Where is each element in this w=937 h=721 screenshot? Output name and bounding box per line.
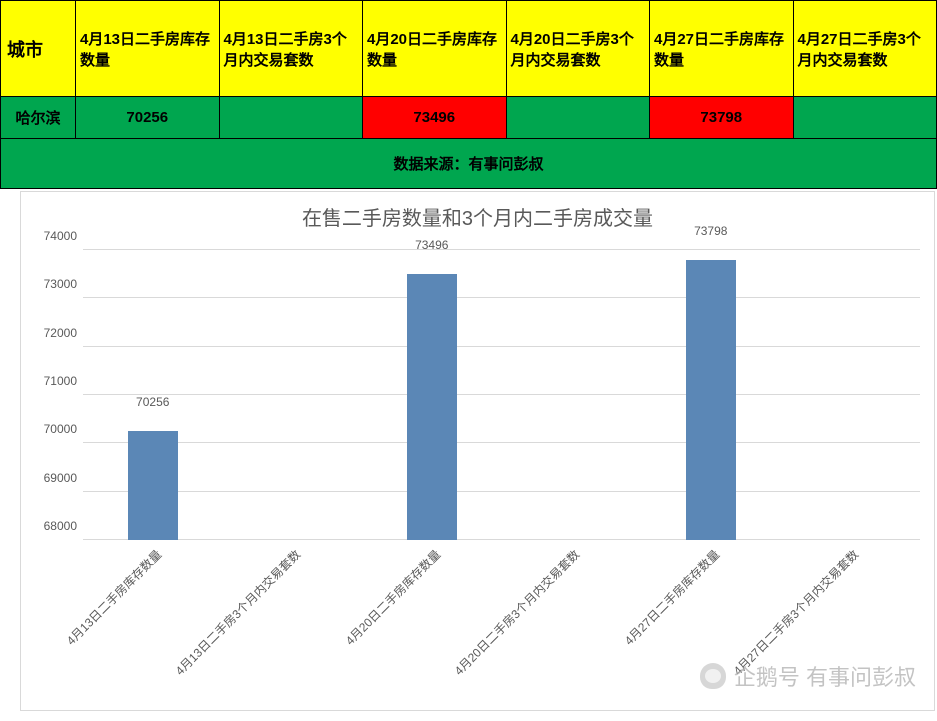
- data-table: 城市 4月13日二手房库存数量 4月13日二手房3个月内交易套数 4月20日二手…: [0, 0, 937, 139]
- cell-city: 哈尔滨: [1, 97, 76, 139]
- bar: [407, 274, 457, 540]
- col-apr13-stock: 4月13日二手房库存数量: [76, 1, 220, 97]
- x-tick-label: 4月13日二手房库存数量: [62, 546, 165, 649]
- table-row: 哈尔滨 70256 73496 73798: [1, 97, 937, 139]
- y-tick-label: 70000: [27, 422, 77, 436]
- cell-apr27-trade: [793, 97, 937, 139]
- x-tick-label: 4月27日二手房库存数量: [620, 546, 723, 649]
- watermark-bottom: 企鹅号 有事问彭叔: [700, 660, 916, 692]
- chart-title: 在售二手房数量和3个月内二手房成交量: [21, 192, 934, 235]
- watermark-bottom-text: 企鹅号 有事问彭叔: [734, 660, 916, 692]
- gridline: [83, 442, 920, 443]
- x-tick-label: 4月13日二手房3个月内交易套数: [172, 546, 305, 679]
- source-line: 数据来源：有事问彭叔: [0, 139, 937, 189]
- bar-value-label: 73798: [694, 224, 727, 242]
- penguin-icon: [700, 663, 726, 689]
- y-tick-label: 74000: [27, 229, 77, 243]
- col-apr20-trade: 4月20日二手房3个月内交易套数: [506, 1, 650, 97]
- y-tick-label: 71000: [27, 374, 77, 388]
- cell-apr20-stock: 73496: [363, 97, 507, 139]
- bar-chart: 在售二手房数量和3个月内二手房成交量 680006900070000710007…: [20, 191, 935, 711]
- y-tick-label: 68000: [27, 519, 77, 533]
- gridline: [83, 249, 920, 250]
- x-tick-label: 4月20日二手房3个月内交易套数: [451, 546, 584, 679]
- bar-value-label: 70256: [136, 395, 169, 413]
- col-apr27-stock: 4月27日二手房库存数量: [650, 1, 794, 97]
- col-apr20-stock: 4月20日二手房库存数量: [363, 1, 507, 97]
- y-tick-label: 69000: [27, 471, 77, 485]
- col-city: 城市: [1, 1, 76, 97]
- x-tick-label: 4月20日二手房库存数量: [341, 546, 444, 649]
- bar: [128, 431, 178, 540]
- cell-apr13-stock: 70256: [76, 97, 220, 139]
- col-apr27-trade: 4月27日二手房3个月内交易套数: [793, 1, 937, 97]
- plot-area: 6800069000700007100072000730007400070256…: [83, 250, 920, 540]
- table-header-row: 城市 4月13日二手房库存数量 4月13日二手房3个月内交易套数 4月20日二手…: [1, 1, 937, 97]
- bar: [686, 260, 736, 540]
- gridline: [83, 297, 920, 298]
- y-tick-label: 72000: [27, 326, 77, 340]
- gridline: [83, 491, 920, 492]
- cell-apr13-trade: [219, 97, 363, 139]
- bar-value-label: 73496: [415, 238, 448, 256]
- x-tick-label: 4月27日二手房3个月内交易套数: [730, 546, 863, 679]
- gridline: [83, 346, 920, 347]
- cell-apr27-stock: 73798: [650, 97, 794, 139]
- gridline: [83, 394, 920, 395]
- col-apr13-trade: 4月13日二手房3个月内交易套数: [219, 1, 363, 97]
- y-tick-label: 73000: [27, 277, 77, 291]
- cell-apr20-trade: [506, 97, 650, 139]
